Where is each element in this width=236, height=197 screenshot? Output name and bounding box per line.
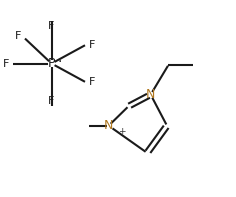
Text: F: F [15,31,21,41]
Text: F: F [89,77,96,87]
Text: F: F [48,21,55,31]
Text: +: + [118,127,125,136]
Text: P: P [48,57,55,70]
Text: F: F [89,40,96,50]
Text: N: N [146,88,155,101]
Text: N: N [104,119,113,132]
Text: F: F [2,59,9,69]
Text: F: F [48,96,55,106]
Text: ·: · [58,55,62,69]
